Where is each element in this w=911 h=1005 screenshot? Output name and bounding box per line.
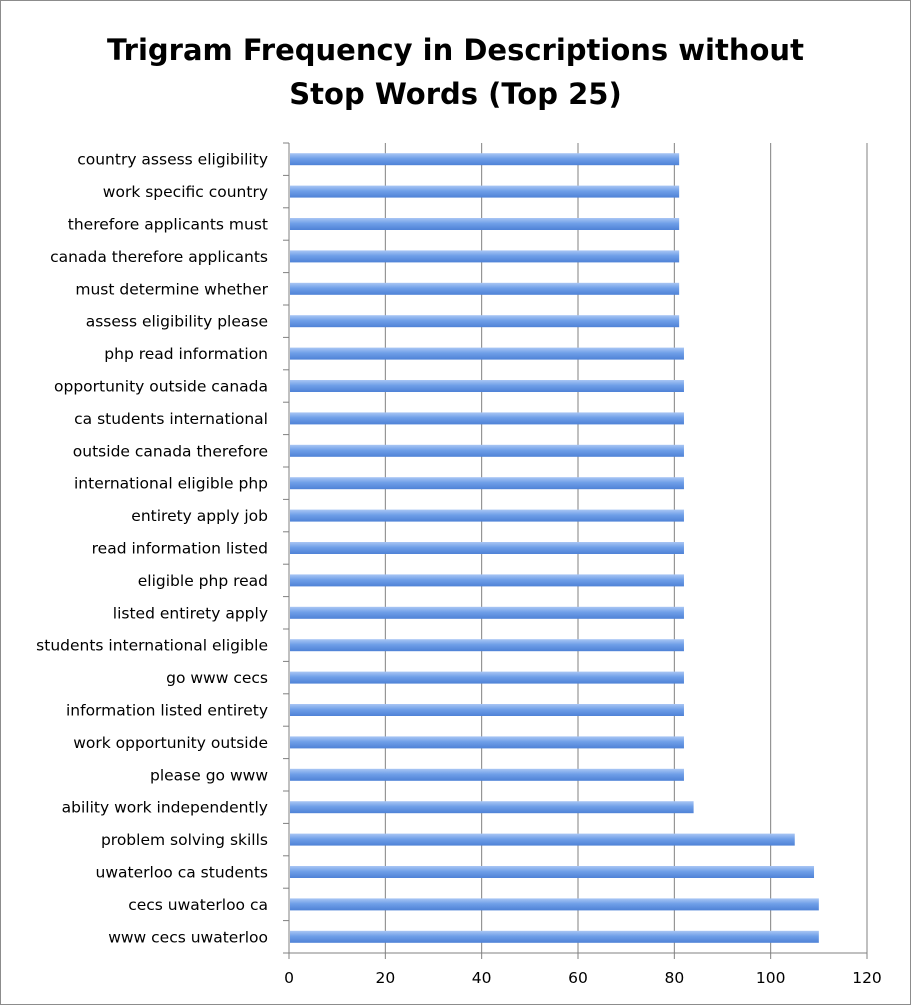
bar-uwaterloo-ca-students — [290, 866, 815, 878]
bars — [290, 153, 819, 943]
bar-international-eligible-php — [290, 477, 684, 490]
chart-title-line-1: Trigram Frequency in Descriptions withou… — [107, 33, 804, 67]
bar-eligible-php-read — [290, 574, 684, 587]
category-label: go www cecs — [166, 669, 268, 687]
x-tick-label-0: 0 — [284, 969, 294, 987]
bar-read-information-listed — [290, 542, 684, 554]
category-label: international eligible php — [74, 475, 268, 493]
x-tick-label-40: 40 — [472, 969, 492, 987]
axes — [283, 142, 868, 959]
category-label: opportunity outside canada — [54, 378, 268, 396]
category-labels: country assess eligibility work specific … — [36, 151, 268, 947]
x-tick-label-100: 100 — [756, 969, 786, 987]
category-label: please go www — [150, 766, 268, 784]
bar-assess-eligibility-please — [290, 315, 680, 328]
category-label: ability work independently — [62, 799, 268, 817]
bar-go-www-cecs — [290, 671, 684, 684]
bar-problem-solving-skills — [290, 833, 795, 846]
bar-work-specific-country — [290, 185, 680, 198]
category-label: students international eligible — [36, 637, 268, 655]
bar-information-listed-entirety — [290, 704, 684, 716]
category-label: entirety apply job — [131, 507, 268, 525]
category-label: problem solving skills — [101, 831, 268, 849]
category-label: ca students international — [74, 410, 268, 428]
bar-canada-therefore-applicants — [290, 250, 680, 263]
category-label: must determine whether — [75, 280, 268, 298]
category-label: country assess eligibility — [77, 151, 268, 169]
category-label: information listed entirety — [66, 702, 268, 720]
x-tick-label-120: 120 — [852, 969, 882, 987]
category-label: eligible php read — [138, 572, 268, 590]
bar-opportunity-outside-canada — [290, 380, 684, 392]
category-label: uwaterloo ca students — [96, 864, 268, 882]
category-label: outside canada therefore — [73, 442, 268, 460]
bar-must-determine-whether — [290, 282, 680, 295]
bar-listed-entirety-apply — [290, 606, 684, 619]
category-label: assess eligibility please — [86, 313, 268, 331]
category-label: cecs uwaterloo ca — [128, 896, 268, 914]
bar-please-go-www — [290, 768, 684, 781]
category-label: listed entirety apply — [113, 604, 268, 622]
category-label: php read information — [104, 345, 268, 363]
category-label: canada therefore applicants — [50, 248, 268, 266]
category-label: work specific country — [103, 183, 268, 201]
category-label: www cecs uwaterloo — [108, 928, 268, 946]
x-tick-label-20: 20 — [375, 969, 395, 987]
bar-cecs-uwaterloo-ca — [290, 898, 819, 911]
chart-title-line-2: Stop Words (Top 25) — [289, 77, 622, 111]
bar-www-cecs-uwaterloo — [290, 930, 819, 943]
x-tick-label-80: 80 — [664, 969, 684, 987]
chart-title: Trigram Frequency in Descriptions withou… — [0, 28, 911, 116]
bar-students-international-eligible — [290, 639, 684, 652]
bar-ca-students-international — [290, 412, 684, 425]
bar-entirety-apply-job — [290, 509, 684, 522]
x-tick-label-60: 60 — [568, 969, 588, 987]
category-label: therefore applicants must — [68, 216, 268, 234]
category-label: work opportunity outside — [73, 734, 268, 752]
x-tick-labels: 0 20 40 60 80 100 120 — [284, 969, 882, 987]
bar-country-assess-eligibility — [290, 153, 680, 166]
bar-php-read-information — [290, 347, 684, 360]
bar-ability-work-independently — [290, 801, 694, 814]
bar-therefore-applicants-must — [290, 218, 680, 230]
bar-work-opportunity-outside — [290, 736, 684, 749]
bar-outside-canada-therefore — [290, 444, 684, 457]
category-label: read information listed — [92, 540, 268, 558]
